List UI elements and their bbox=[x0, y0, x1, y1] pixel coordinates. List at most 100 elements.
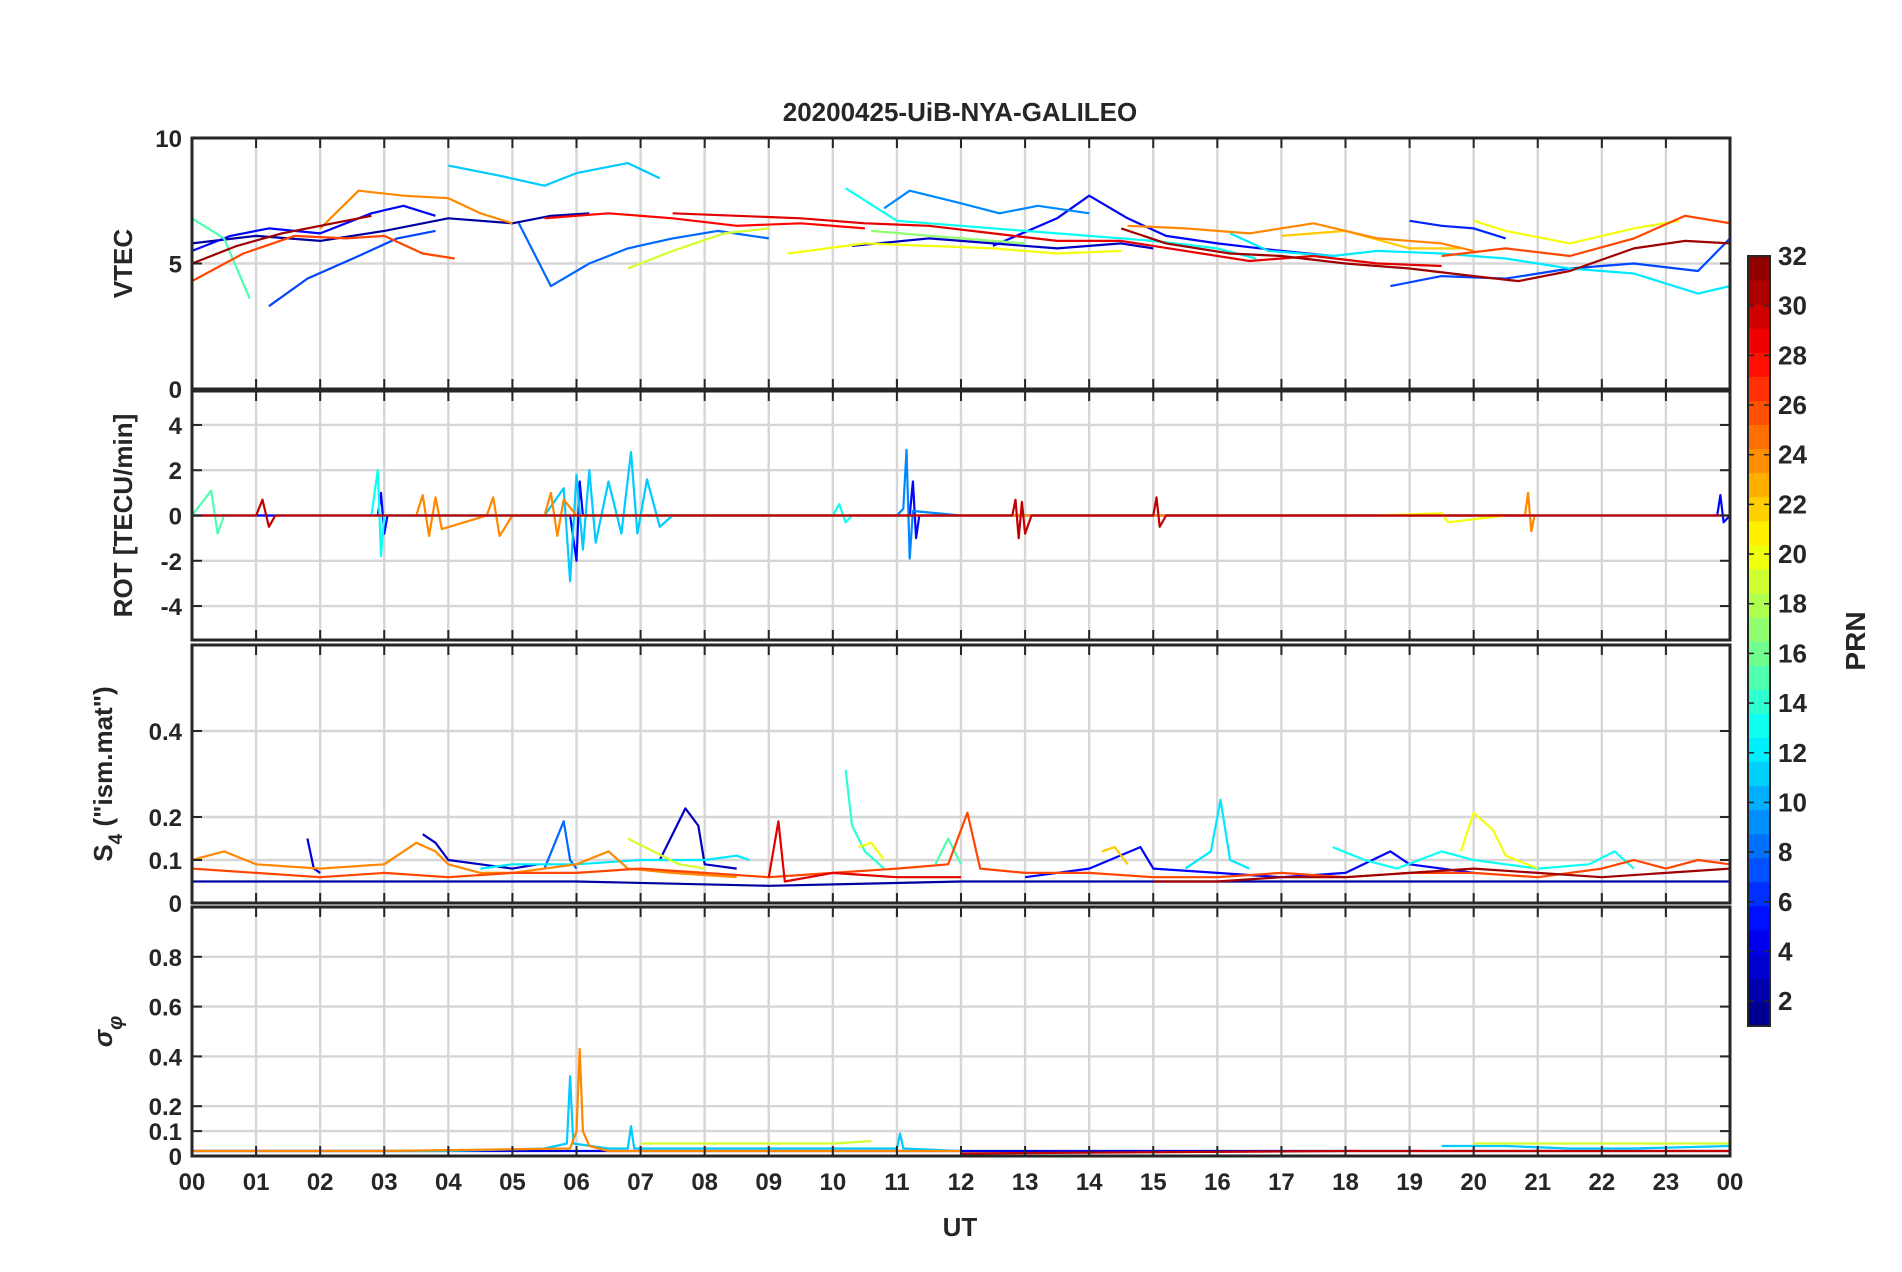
y-tick-label: 0.1 bbox=[149, 1119, 182, 1146]
series-line-prn-9 bbox=[896, 448, 962, 560]
series-line-prn-26 bbox=[192, 234, 455, 283]
colorbar-segment bbox=[1748, 881, 1770, 907]
y-tick-label: -2 bbox=[161, 549, 182, 576]
colorbar-tick-label: 18 bbox=[1778, 589, 1807, 619]
colorbar-tick-label: 6 bbox=[1778, 887, 1792, 917]
colorbar-segment bbox=[1748, 977, 1770, 1003]
series-line-prn-28 bbox=[544, 212, 865, 230]
series-line-prn-20 bbox=[858, 841, 885, 861]
panel-rot-ticks: -4 -2 0 2 4 bbox=[161, 391, 1731, 640]
series-line-prn-19 bbox=[640, 1140, 872, 1145]
colorbar-segment bbox=[1748, 1001, 1770, 1027]
series-line-prn-3 bbox=[658, 807, 737, 870]
colorbar-tick-label: 8 bbox=[1778, 837, 1792, 867]
series-line-prn-24 bbox=[1127, 222, 1474, 252]
x-tick-label: 18 bbox=[1332, 1169, 1359, 1196]
panel-rot: -4 -2 0 2 4 ROT [TECU/min] bbox=[108, 389, 1732, 642]
series-line-prn-24 bbox=[319, 189, 513, 230]
colorbar-segment bbox=[1748, 424, 1770, 450]
x-tick-label: 19 bbox=[1396, 1169, 1423, 1196]
y-tick-label: 0.6 bbox=[149, 995, 182, 1022]
chart-title: 20200425-UiB-NYA-GALILEO bbox=[783, 97, 1138, 127]
colorbar-segment bbox=[1748, 665, 1770, 690]
y-tick-label: 0.8 bbox=[149, 945, 182, 972]
y-tick-label: 0 bbox=[169, 891, 182, 918]
colorbar-segment bbox=[1748, 400, 1770, 426]
colorbar-segment bbox=[1748, 496, 1770, 522]
colorbar-segment bbox=[1748, 256, 1770, 281]
series-line-prn-15 bbox=[934, 837, 962, 865]
colorbar-segment bbox=[1748, 857, 1770, 883]
panel-rot-series bbox=[192, 448, 1730, 583]
series-line-prn-20 bbox=[1459, 811, 1539, 870]
y-tick-label: 0 bbox=[169, 504, 182, 531]
colorbar-segment bbox=[1748, 592, 1770, 618]
x-tick-label: 11 bbox=[884, 1169, 909, 1196]
y-tick-label: 0.2 bbox=[149, 1094, 182, 1121]
y-tick-label: 5 bbox=[169, 252, 182, 279]
y-tick-label: 2 bbox=[169, 458, 182, 485]
x-tick-label: 23 bbox=[1653, 1169, 1680, 1196]
panel-s4: 0 0.1 0.2 0.4 S4 ("ism.mat") bbox=[88, 643, 1732, 918]
series-line-prn-13 bbox=[1332, 846, 1635, 870]
series-line-prn-22 bbox=[1281, 229, 1461, 250]
x-tick-label: 05 bbox=[499, 1169, 526, 1196]
colorbar-tick-label: 20 bbox=[1778, 539, 1807, 569]
colorbar-segment bbox=[1748, 905, 1770, 931]
colorbar-tick-label: 16 bbox=[1778, 638, 1807, 668]
series-line-prn-19 bbox=[627, 837, 705, 870]
colorbar-segment bbox=[1748, 785, 1770, 811]
series-line-prn-15 bbox=[192, 217, 251, 300]
colorbar-frame bbox=[1747, 255, 1771, 1027]
panel-s4-ylabel: S4 ("ism.mat") bbox=[88, 686, 127, 861]
colorbar-tick-label: 32 bbox=[1778, 241, 1807, 271]
colorbar-segment bbox=[1748, 761, 1770, 786]
panel-vtec-series bbox=[192, 162, 1730, 308]
panel-vtec-ticks: 0 5 10 bbox=[155, 126, 1731, 404]
series-line-prn-2 bbox=[192, 880, 1730, 887]
series-line-prn-31 bbox=[1153, 867, 1730, 883]
colorbar-segment bbox=[1748, 713, 1770, 738]
colorbar-tick-label: 4 bbox=[1778, 936, 1793, 966]
colorbar-tick-label: 10 bbox=[1778, 787, 1807, 817]
colorbar-tick-label: 12 bbox=[1778, 738, 1807, 768]
y-tick-label: 0.4 bbox=[149, 1044, 183, 1071]
series-line-prn-13 bbox=[845, 187, 1257, 260]
colorbar-segment bbox=[1748, 448, 1770, 474]
series-line-prn-22 bbox=[1101, 845, 1129, 865]
colorbar-segment bbox=[1748, 520, 1770, 546]
colorbar-tick-label: 30 bbox=[1778, 291, 1807, 321]
y-tick-label: 4 bbox=[169, 413, 183, 440]
series-line-prn-8 bbox=[517, 222, 769, 288]
panel-vtec: 0 5 10 VTEC bbox=[108, 126, 1732, 404]
x-tick-label: 10 bbox=[819, 1169, 846, 1196]
series-line-prn-26 bbox=[1441, 214, 1730, 258]
series-line-prn-30 bbox=[192, 496, 1730, 540]
series-line-prn-9 bbox=[883, 189, 1090, 215]
panel-s4-ticks: 0 0.1 0.2 0.4 bbox=[149, 645, 1731, 918]
x-tick-label: 02 bbox=[307, 1169, 334, 1196]
colorbar-segment bbox=[1748, 641, 1770, 666]
y-tick-label: 0.2 bbox=[149, 805, 182, 832]
panel-rot-ylabel: ROT [TECU/min] bbox=[108, 414, 138, 618]
series-line-prn-5 bbox=[192, 204, 436, 252]
colorbar-segment bbox=[1748, 544, 1770, 570]
x-axis-label: UT bbox=[943, 1212, 978, 1242]
series-line-prn-19 bbox=[627, 227, 769, 270]
colorbar-tick-label: 28 bbox=[1778, 340, 1807, 370]
series-line-prn-29 bbox=[672, 212, 1442, 268]
series-line-prn-14 bbox=[844, 769, 885, 870]
colorbar-segment bbox=[1748, 833, 1770, 859]
series-line-prn-20 bbox=[1473, 219, 1679, 245]
series-line-prn-11 bbox=[192, 1075, 962, 1153]
series-line-prn-12 bbox=[1229, 232, 1730, 295]
series-line-prn-17 bbox=[871, 229, 1026, 245]
colorbar-segment bbox=[1748, 304, 1770, 329]
x-tick-label: 07 bbox=[627, 1169, 654, 1196]
colorbar-segment bbox=[1748, 616, 1770, 642]
series-line-prn-24 bbox=[192, 1047, 961, 1153]
